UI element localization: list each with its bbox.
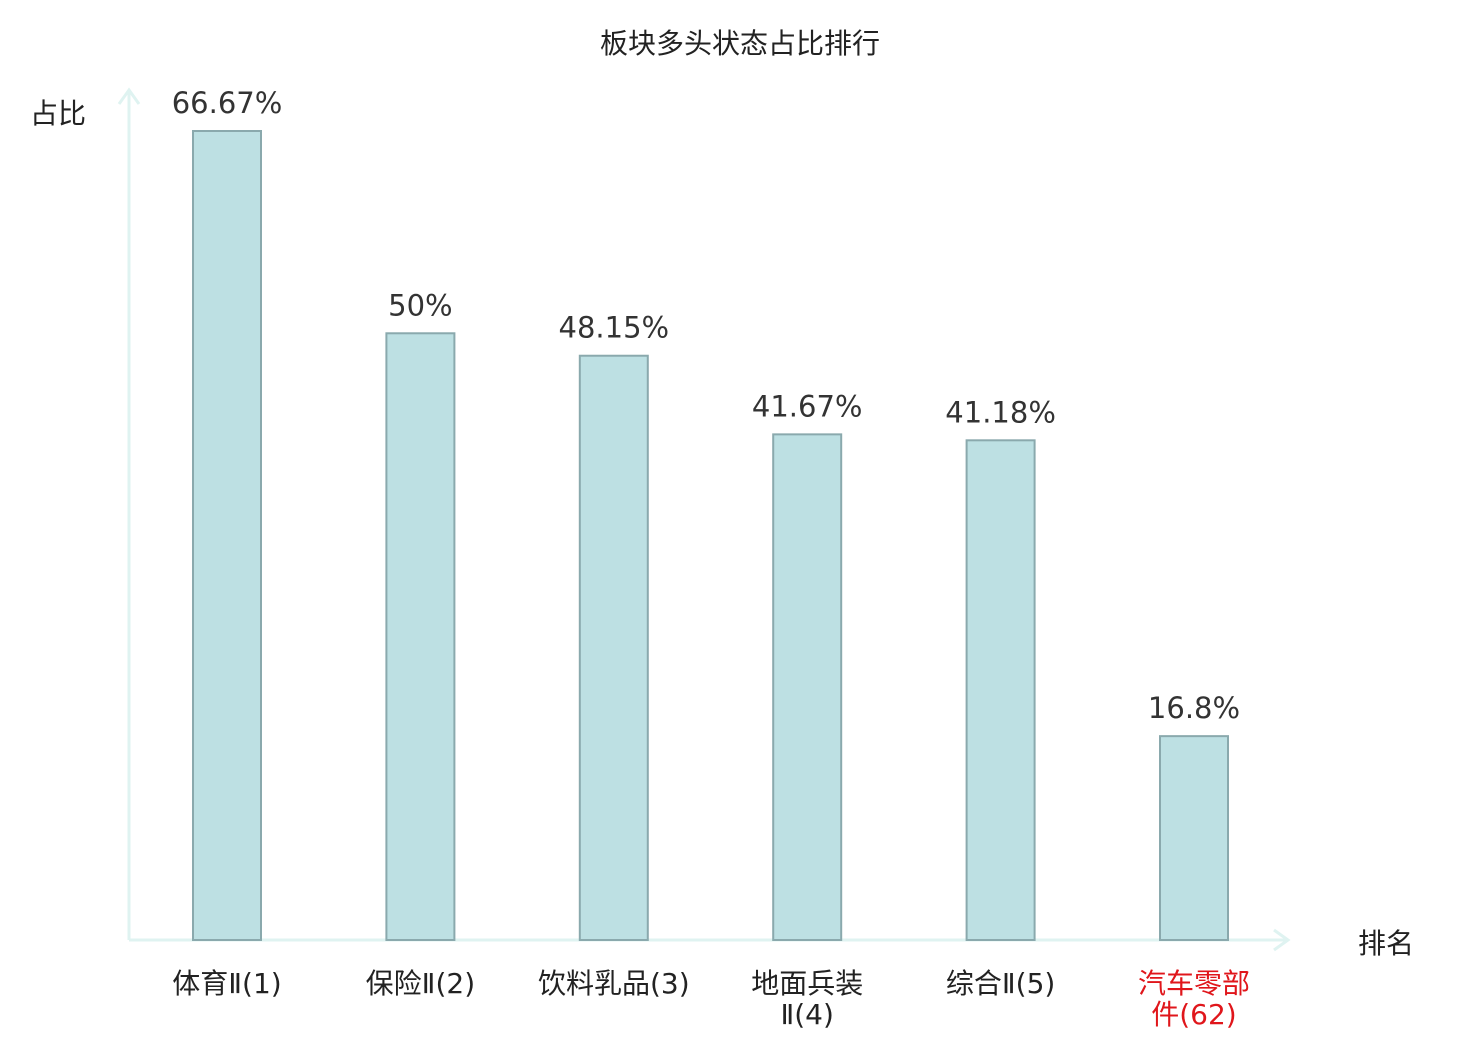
x-axis xyxy=(129,928,1291,952)
y-axis xyxy=(117,87,141,940)
x-axis-arrow xyxy=(1273,928,1291,952)
tick-label-line: 综合Ⅱ(5) xyxy=(946,967,1055,1000)
value-label-3: 48.15% xyxy=(559,311,670,345)
value-label-5: 41.18% xyxy=(945,395,1056,429)
bar-5 xyxy=(965,439,1036,941)
value-label-6: 16.8% xyxy=(1148,691,1240,725)
bars xyxy=(192,130,1229,942)
value-labels: 66.67% 50% 48.15% 41.67% 41.18% 16.8% xyxy=(172,86,1240,725)
value-label-4: 41.67% xyxy=(752,389,863,423)
bar-6 xyxy=(1159,735,1229,942)
bar-2 xyxy=(385,332,456,941)
tick-label-line: Ⅱ(4) xyxy=(780,998,833,1031)
tick-label-line: 饮料乳品(3) xyxy=(538,967,690,1000)
tick-label-line: 件(62) xyxy=(1151,998,1236,1031)
tick-label-4: 地面兵装 Ⅱ(4) xyxy=(751,967,863,1031)
tick-label-line: 汽车零部 xyxy=(1138,967,1250,1000)
bar-4 xyxy=(772,433,843,941)
value-label-1: 66.67% xyxy=(172,86,283,120)
tick-label-1: 体育Ⅱ(1) xyxy=(172,967,281,1000)
tick-label-5: 综合Ⅱ(5) xyxy=(946,967,1055,1000)
value-label-2: 50% xyxy=(388,288,452,322)
bar-1 xyxy=(192,130,262,941)
tick-label-2: 保险Ⅱ(2) xyxy=(366,967,475,1000)
tick-label-3: 饮料乳品(3) xyxy=(538,967,690,1000)
y-axis-arrow xyxy=(117,87,141,105)
bar-3 xyxy=(578,354,649,942)
tick-label-line: 保险Ⅱ(2) xyxy=(366,967,475,1000)
y-axis-label: 占比 xyxy=(30,97,87,130)
tick-label-line: 地面兵装 xyxy=(751,967,863,1000)
tick-label-line: 体育Ⅱ(1) xyxy=(172,967,281,1000)
x-axis-label: 排名 xyxy=(1358,927,1415,960)
chart-title: 板块多头状态占比排行 xyxy=(599,27,880,60)
tick-labels: 体育Ⅱ(1) 保险Ⅱ(2) 饮料乳品(3) 地面兵装 Ⅱ(4) 综合Ⅱ(5) 汽车零部件(6… xyxy=(172,967,1250,1031)
tick-label-6: 汽车零部件(62) xyxy=(1138,967,1250,1031)
